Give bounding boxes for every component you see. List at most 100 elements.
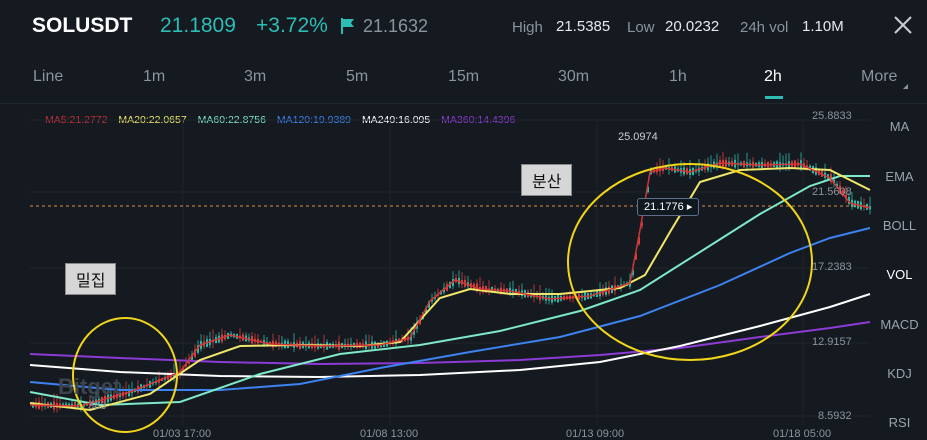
date-label: 01/18 05:00 xyxy=(773,428,832,440)
indicator-kdj[interactable]: KDJ xyxy=(887,366,912,381)
candle xyxy=(317,343,319,349)
candle xyxy=(680,168,682,173)
candle xyxy=(650,169,652,175)
tab-more[interactable]: More xyxy=(861,68,898,85)
candle xyxy=(575,295,577,299)
ma360-line xyxy=(29,321,871,366)
candle xyxy=(266,341,268,345)
candle xyxy=(473,283,475,290)
candle xyxy=(803,163,805,168)
candle xyxy=(203,341,205,347)
candle xyxy=(215,337,217,343)
candle xyxy=(164,377,166,380)
candle xyxy=(332,343,334,348)
indicator-vol[interactable]: VOL xyxy=(886,267,913,282)
candle xyxy=(293,342,295,348)
candle xyxy=(572,296,574,299)
candle xyxy=(569,295,571,300)
candle xyxy=(449,281,451,289)
candle xyxy=(176,370,178,377)
candle xyxy=(848,197,850,204)
axis-mid-low: 12.9157 xyxy=(812,336,852,348)
candle xyxy=(587,293,589,300)
close-icon[interactable] xyxy=(892,14,914,36)
candle xyxy=(350,343,352,348)
symbol[interactable]: SOLUSDT xyxy=(32,14,133,37)
candle xyxy=(779,162,781,167)
candle xyxy=(584,292,586,301)
more-dropdown-icon[interactable] xyxy=(903,84,908,89)
candle xyxy=(551,295,553,303)
low-label: 383 xyxy=(88,400,107,412)
indicator-ema[interactable]: EMA xyxy=(885,169,914,184)
candle xyxy=(362,343,364,348)
candle xyxy=(377,342,379,348)
candle xyxy=(59,403,61,408)
ma-legend: MA5:21.2772 MA20:22.0657 MA60:22.8756 MA… xyxy=(45,114,523,126)
candle xyxy=(491,286,493,293)
candle xyxy=(800,160,802,168)
candle xyxy=(401,338,403,342)
candle xyxy=(692,167,694,176)
candle xyxy=(191,354,193,360)
tab-1h[interactable]: 1h xyxy=(669,68,687,85)
candle xyxy=(122,392,124,397)
candle xyxy=(797,162,799,166)
candle xyxy=(35,402,37,408)
tab-5m[interactable]: 5m xyxy=(346,68,369,85)
tab-15m[interactable]: 15m xyxy=(448,68,480,85)
candle xyxy=(290,343,292,347)
candle xyxy=(74,402,76,410)
tab-30m[interactable]: 30m xyxy=(558,68,590,85)
candle xyxy=(353,342,355,348)
candle xyxy=(482,285,484,293)
candle xyxy=(554,295,556,302)
date-label: 01/08 13:00 xyxy=(360,428,419,440)
candle xyxy=(743,160,745,168)
indicator-macd[interactable]: MACD xyxy=(880,317,919,332)
candle xyxy=(719,160,721,167)
candle xyxy=(404,337,406,342)
candle xyxy=(62,403,64,408)
candle xyxy=(827,174,829,179)
candle xyxy=(407,336,409,341)
indicator-rsi[interactable]: RSI xyxy=(888,415,911,430)
indicator-boll[interactable]: BOLL xyxy=(882,218,917,233)
candle xyxy=(224,334,226,340)
candle xyxy=(566,296,568,300)
candle xyxy=(170,372,172,380)
candle xyxy=(830,174,832,182)
candle xyxy=(665,166,667,170)
last-price: 21.1809 xyxy=(160,14,236,37)
candle xyxy=(557,294,559,303)
candle xyxy=(356,342,358,348)
candle xyxy=(47,402,49,409)
candle xyxy=(479,286,481,291)
tab-1m[interactable]: 1m xyxy=(143,68,166,85)
candle xyxy=(662,166,664,172)
candle xyxy=(725,159,727,167)
candle xyxy=(737,162,739,165)
candle xyxy=(869,206,871,210)
candle xyxy=(374,341,376,349)
candle xyxy=(776,161,778,168)
candle xyxy=(419,318,421,325)
candle xyxy=(461,280,463,285)
axis-mid: 17.2383 xyxy=(812,261,852,273)
candle xyxy=(632,269,634,276)
tab-line[interactable]: Line xyxy=(33,68,64,85)
candle xyxy=(311,342,313,349)
candle xyxy=(392,340,394,344)
candle xyxy=(158,378,160,383)
candle xyxy=(194,349,196,357)
candle xyxy=(137,386,139,393)
candle xyxy=(167,374,169,380)
candle xyxy=(758,162,760,168)
current-price-tag[interactable]: 21.1776 ▸ xyxy=(637,198,700,216)
candle xyxy=(161,378,163,382)
tab-2h[interactable]: 2h xyxy=(764,68,782,85)
candle xyxy=(44,404,46,407)
candle xyxy=(134,388,136,393)
tab-3m[interactable]: 3m xyxy=(244,68,267,85)
indicator-ma[interactable]: MA xyxy=(889,119,910,134)
